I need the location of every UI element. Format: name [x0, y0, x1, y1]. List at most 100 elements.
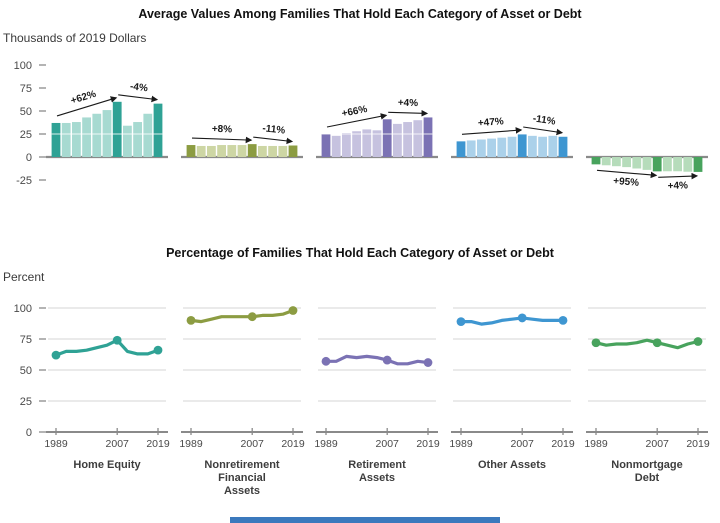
bar: [548, 135, 558, 157]
annotation-label: +66%: [341, 104, 369, 120]
category-label: Assets: [359, 472, 395, 484]
bottom-chart-unit-label: Percent: [3, 270, 45, 284]
annotation-arrow: [658, 172, 699, 180]
bar: [237, 145, 247, 157]
bar: [622, 157, 631, 168]
bar: [538, 136, 547, 157]
y-tick-label: 0: [26, 152, 32, 164]
bar-highlight: [456, 141, 466, 157]
bar: [487, 138, 496, 157]
category-label: Debt: [635, 472, 660, 484]
bar: [352, 131, 361, 157]
y-tick-label: 50: [20, 106, 32, 118]
bar: [92, 113, 102, 157]
bar-highlight: [153, 103, 163, 157]
x-year-label: 1989: [449, 438, 473, 450]
annotation-label: +95%: [613, 176, 640, 189]
data-point: [558, 316, 568, 325]
bar: [331, 135, 341, 157]
bar: [61, 122, 71, 157]
bar: [72, 122, 81, 157]
y-tick-label: 50: [20, 365, 32, 377]
bar-highlight: [382, 119, 392, 157]
data-point: [288, 306, 298, 315]
y-tick-label: 75: [20, 334, 32, 346]
data-point: [693, 337, 703, 346]
bar-highlight: [591, 157, 601, 165]
trend-line: [324, 354, 430, 366]
category-label: Other Assets: [478, 459, 546, 471]
bar-panel-nonretirement-financial-assets: +8% -11%: [181, 123, 303, 159]
data-point: [321, 356, 331, 366]
bar: [123, 125, 132, 157]
category-label: Financial: [218, 472, 266, 484]
bar-chart-row: 100 75 50 25 0 -25 +62% -4% +8% -11% +66% +4% +47% -1…: [14, 60, 708, 192]
bar-panel-retirement-assets: +66% +4%: [316, 98, 438, 159]
annotation-label: -4%: [129, 81, 148, 94]
annotation-arrow: [56, 96, 118, 117]
data-point: [517, 313, 527, 323]
y-tick-label: 25: [20, 129, 32, 141]
top-chart-title: Average Values Among Families That Hold …: [138, 7, 582, 21]
bar: [601, 157, 611, 166]
data-point: [382, 355, 392, 365]
category-label: Nonmortgage: [611, 459, 683, 471]
bar: [507, 136, 517, 157]
cropped-blue-banner[interactable]: [230, 517, 500, 523]
x-year-label: 2019: [551, 438, 575, 450]
line-panel-home-equity: 1989 2007 2019 Home Equity: [44, 307, 170, 471]
bar: [612, 157, 621, 167]
bar-highlight: [112, 101, 122, 157]
bar-highlight: [423, 117, 433, 157]
bar-highlight: [321, 134, 331, 157]
bar: [683, 157, 693, 172]
y-tick-label: 75: [20, 83, 32, 95]
category-label: Assets: [224, 485, 260, 497]
bar: [196, 145, 206, 157]
bar: [663, 157, 672, 172]
bar-highlight: [558, 136, 568, 157]
bar: [528, 135, 537, 157]
x-year-label: 2019: [146, 438, 170, 450]
category-label: Retirement: [348, 459, 406, 471]
bar: [268, 145, 277, 157]
bar: [133, 122, 142, 157]
top-y-axis: 100 75 50 25 0 -25: [14, 60, 46, 187]
annotation-arrow: [523, 126, 564, 136]
bar: [82, 117, 91, 157]
bar: [372, 130, 382, 157]
bar: [207, 145, 216, 157]
bar-highlight: [247, 144, 257, 157]
bar-highlight: [693, 157, 703, 172]
bar-panel-home-equity: +62% -4%: [46, 81, 168, 159]
data-point: [51, 350, 61, 360]
x-year-label: 1989: [314, 438, 338, 450]
y-tick-label: 25: [20, 396, 32, 408]
bar-panel-other-assets: +47% -11%: [451, 113, 573, 159]
annotation-label: +4%: [398, 98, 419, 110]
annotation-arrow: [191, 136, 253, 144]
bottom-chart-title: Percentage of Families That Hold Each Ca…: [166, 246, 554, 260]
data-point: [652, 338, 662, 348]
annotation-label: +62%: [70, 89, 98, 107]
trend-line: [459, 316, 565, 326]
bar: [642, 157, 652, 170]
bar: [342, 133, 351, 157]
bar: [278, 145, 288, 157]
trend-line: [54, 338, 160, 357]
line-chart-row: 100 75 50 25 0 1989 2007 2019 Home Equity 1989 200…: [14, 303, 710, 497]
bar: [362, 129, 372, 157]
data-point: [153, 345, 163, 355]
bar: [258, 145, 267, 157]
annotation-label: +47%: [478, 116, 505, 129]
bar: [393, 123, 402, 157]
annotation-arrow: [326, 113, 388, 128]
bar-highlight: [51, 122, 61, 157]
x-year-label: 2007: [106, 438, 130, 450]
x-year-label: 2007: [376, 438, 400, 450]
trend-line: [189, 308, 295, 324]
bar: [227, 145, 237, 157]
